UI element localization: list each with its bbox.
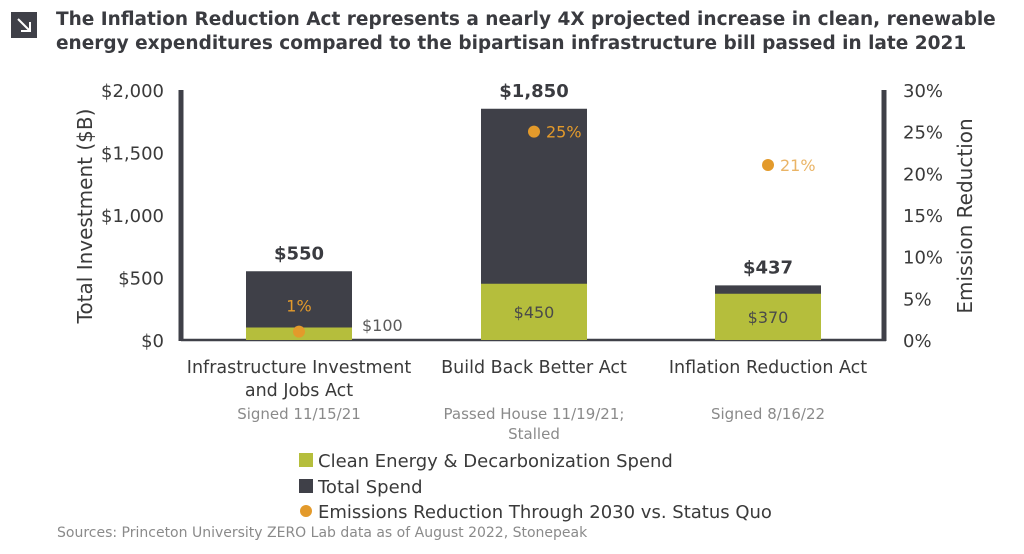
legend-label: Total Spend: [317, 477, 423, 498]
clean-value-label: $100: [362, 316, 403, 335]
legend-label: Emissions Reduction Through 2030 vs. Sta…: [318, 502, 772, 523]
emissions-value-label: 21%: [780, 156, 816, 175]
emissions-point: [293, 325, 305, 338]
category-label: and Jobs Act: [245, 381, 353, 401]
chart-title: The Inflation Reduction Act represents a…: [56, 9, 996, 54]
y-tick-label: $1,000: [101, 206, 164, 227]
y2-tick-label: 20%: [903, 164, 943, 185]
y2-tick-label: 15%: [903, 206, 943, 227]
bar-clean-energy: [715, 293, 821, 340]
clean-value-label: $450: [514, 303, 555, 322]
legend-label: Clean Energy & Decarbonization Spend: [318, 451, 673, 472]
total-value-label: $437: [743, 257, 793, 278]
total-value-label: $1,850: [499, 81, 568, 102]
y2-tick-label: 0%: [903, 331, 932, 352]
category-label: Inflation Reduction Act: [669, 358, 867, 378]
y2-tick-label: 5%: [903, 289, 932, 310]
category-note: Signed 8/16/22: [711, 405, 825, 423]
bar-clean-energy: [481, 283, 587, 340]
y-tick-label: $0: [141, 331, 164, 352]
y-axis-label: Total Investment ($B): [73, 109, 97, 325]
emissions-point: [762, 159, 774, 171]
source-note: Sources: Princeton University ZERO Lab d…: [57, 525, 588, 541]
legend-swatch-total: [299, 479, 313, 493]
emissions-value-label: 1%: [286, 297, 311, 316]
legend-swatch-emissions: [300, 505, 312, 517]
y-tick-label: $500: [118, 269, 164, 290]
emissions-point: [528, 125, 540, 138]
category-note: Passed House 11/19/21;: [444, 405, 625, 423]
y-tick-label: $1,500: [101, 144, 164, 165]
y2-tick-label: 10%: [903, 248, 943, 269]
category-label: Infrastructure Investment: [187, 358, 412, 378]
y2-tick-label: 25%: [903, 123, 943, 144]
arrow-down-right-icon: [11, 12, 37, 38]
category-label: Build Back Better Act: [441, 358, 627, 378]
category-note: Signed 11/15/21: [237, 405, 361, 423]
y-tick-label: $2,000: [101, 81, 164, 102]
clean-value-label: $370: [748, 308, 789, 327]
category-note: Stalled: [508, 425, 560, 443]
y2-axis-label: Emission Reduction: [953, 118, 977, 313]
total-value-label: $550: [274, 243, 324, 264]
y2-tick-label: 30%: [903, 81, 943, 102]
emissions-value-label: 25%: [546, 123, 582, 142]
legend-swatch-clean: [299, 453, 313, 467]
